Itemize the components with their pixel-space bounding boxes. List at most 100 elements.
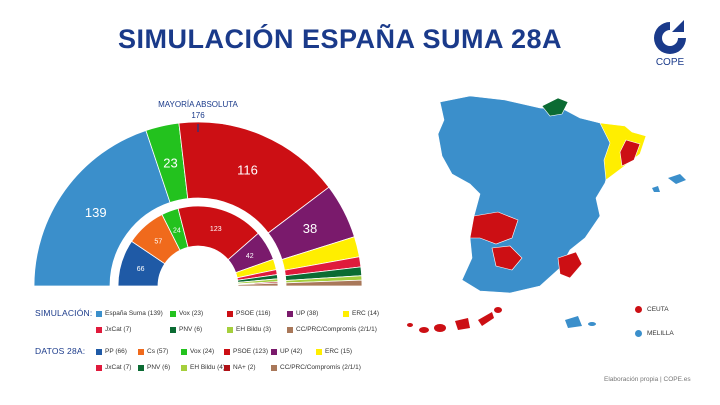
legend-swatch (271, 364, 277, 371)
majority-value: 176 (191, 111, 205, 120)
legend-item: PP (66) (96, 348, 127, 355)
andalusia-east (557, 251, 583, 279)
legend-title-datos: DATOS 28A: (35, 346, 86, 356)
segment-value-label: 42 (246, 253, 254, 260)
legend-item: UP (38) (287, 310, 318, 317)
canary-islands (407, 307, 502, 333)
legend-swatch (138, 348, 144, 355)
majority-label: MAYORÍA ABSOLUTA (158, 100, 238, 109)
legend-label: Vox (24) (190, 348, 215, 355)
legend-swatch (271, 348, 277, 355)
legend-swatch (96, 348, 102, 355)
legend-label: EH Bildu (4) (190, 364, 226, 371)
andalusia-west (491, 245, 523, 271)
melilla-swatch (635, 330, 642, 337)
segment-value-label: 57 (154, 238, 162, 245)
legend-item: PNV (6) (138, 364, 170, 371)
legend-label: JxCat (7) (105, 364, 132, 371)
map-legend-label: MELILLA (647, 330, 674, 337)
legend-swatch (138, 364, 144, 371)
legend-item: Vox (23) (170, 310, 203, 317)
cope-logo: COPE (650, 20, 690, 72)
source-credit: Elaboración propia | COPE.es (604, 376, 691, 383)
legend-swatch (316, 348, 322, 355)
extremadura (469, 211, 519, 245)
legend-item: PNV (6) (170, 326, 202, 333)
legend-item: UP (42) (271, 348, 302, 355)
legend-label: ERC (15) (325, 348, 353, 355)
legend-item: CC/PRC/Compromís (2/1/1) (271, 364, 361, 371)
balearic-islands-lower (565, 316, 596, 328)
legend-swatch (287, 326, 293, 333)
legend-label: Vox (23) (179, 310, 204, 317)
legend-swatch (96, 326, 102, 333)
legend-swatch (181, 364, 187, 371)
legend-item: EH Bildu (4) (181, 364, 225, 371)
legend-item: Vox (24) (181, 348, 214, 355)
legend-swatch (227, 326, 233, 333)
legend-item: EH Bildu (3) (227, 326, 271, 333)
legend-label: Cs (57) (147, 348, 169, 355)
legend-label: CC/PRC/Compromís (2/1/1) (296, 326, 377, 333)
simulation-hemicycle: 139 23 116 38 (33, 121, 363, 287)
legend-label: NA+ (2) (233, 364, 256, 371)
segment-value-label: 139 (85, 205, 107, 220)
legend-item: CC/PRC/Compromís (2/1/1) (287, 326, 377, 333)
legend-label: JxCat (7) (105, 326, 132, 333)
legend-item: ERC (15) (316, 348, 352, 355)
spain-mainland (437, 95, 629, 294)
legend-label: PSOE (116) (236, 310, 271, 317)
map-legend-melilla: MELILLA (635, 330, 674, 337)
legend-swatch (96, 364, 102, 371)
ceuta-swatch (635, 306, 642, 313)
map-legend-label: CEUTA (647, 306, 669, 313)
legend-item: Cs (57) (138, 348, 168, 355)
legend-label: PSOE (123) (233, 348, 269, 355)
basque-country (541, 97, 569, 117)
segment-value-label: 23 (163, 156, 177, 171)
legend-item: PSOE (116) (227, 310, 271, 317)
hemicycle-segment (33, 129, 171, 287)
legend-swatch (224, 364, 230, 371)
legend-label: UP (38) (296, 310, 319, 317)
legend-swatch (224, 348, 230, 355)
hemicycle-segment (178, 121, 330, 234)
segment-value-label: 123 (210, 226, 222, 233)
hemicycle-segment (285, 279, 363, 287)
legend-item: España Suma (139) (96, 310, 163, 317)
legend-label: PNV (6) (147, 364, 171, 371)
legend-swatch (227, 310, 233, 317)
legend-label: PNV (6) (179, 326, 203, 333)
legend-swatch (343, 310, 349, 317)
cope-logo-icon (654, 20, 686, 54)
segment-value-label: 24 (173, 227, 181, 234)
legend-swatch (287, 310, 293, 317)
spain-map (407, 95, 686, 333)
legend-item: PSOE (123) (224, 348, 268, 355)
legend-item: JxCat (7) (96, 364, 131, 371)
legend-label: CC/PRC/Compromís (2/1/1) (280, 364, 361, 371)
legend-title-simulacion: SIMULACIÓN: (35, 308, 93, 318)
legend-label: UP (42) (280, 348, 303, 355)
map-legend-ceuta: CEUTA (635, 306, 669, 313)
legend-item: ERC (14) (343, 310, 379, 317)
legend-swatch (170, 310, 176, 317)
logo-text: COPE (655, 57, 685, 68)
segment-value-label: 116 (237, 163, 258, 178)
peninsula-region (437, 95, 647, 294)
legend-label: España Suma (139) (105, 310, 163, 317)
hemicycle-segment (237, 282, 279, 287)
datos-28a-hemicycle: 66 57 24 123 42 (117, 205, 279, 287)
legend-item: JxCat (7) (96, 326, 131, 333)
legend-swatch (96, 310, 102, 317)
legend-label: PP (66) (105, 348, 127, 355)
legend-label: ERC (14) (352, 310, 380, 317)
segment-value-label: 66 (137, 266, 145, 273)
legend-swatch (170, 326, 176, 333)
segment-value-label: 38 (303, 221, 317, 236)
legend-item: NA+ (2) (224, 364, 256, 371)
legend-swatch (181, 348, 187, 355)
balearic-islands (652, 174, 686, 192)
barcelona-province (619, 139, 641, 167)
